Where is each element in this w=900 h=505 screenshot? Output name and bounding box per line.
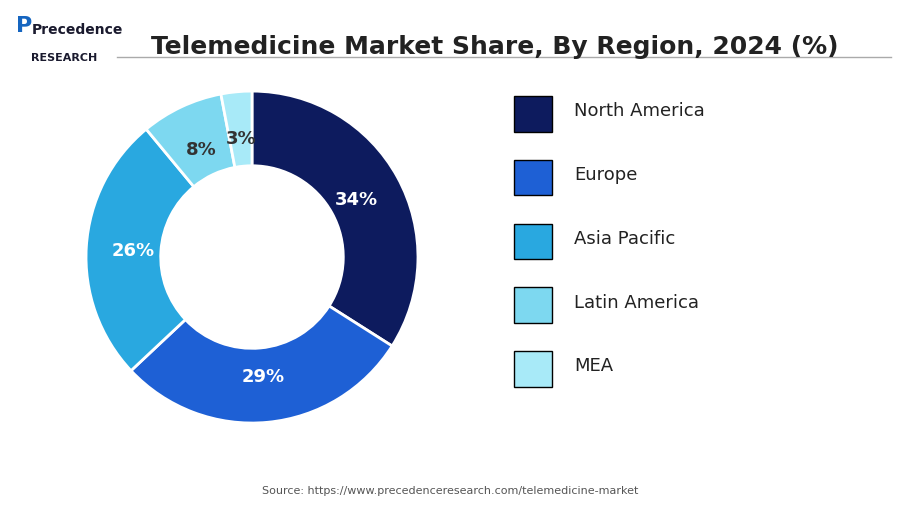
- Text: RESEARCH: RESEARCH: [32, 53, 98, 63]
- Wedge shape: [86, 130, 194, 371]
- Text: Source: https://www.precedenceresearch.com/telemedicine-market: Source: https://www.precedenceresearch.c…: [262, 485, 638, 495]
- Text: MEA: MEA: [574, 357, 614, 375]
- Circle shape: [161, 167, 343, 348]
- FancyBboxPatch shape: [514, 351, 552, 387]
- Text: Telemedicine Market Share, By Region, 2024 (%): Telemedicine Market Share, By Region, 20…: [151, 35, 839, 59]
- FancyBboxPatch shape: [514, 97, 552, 132]
- Wedge shape: [252, 92, 418, 346]
- Wedge shape: [220, 92, 252, 168]
- Text: 3%: 3%: [225, 130, 256, 148]
- Text: Asia Pacific: Asia Pacific: [574, 229, 676, 247]
- Text: Latin America: Latin America: [574, 293, 699, 311]
- Wedge shape: [146, 95, 235, 187]
- Text: Precedence: Precedence: [32, 23, 123, 37]
- FancyBboxPatch shape: [514, 161, 552, 196]
- Text: P: P: [16, 16, 32, 36]
- Text: North America: North America: [574, 102, 705, 120]
- Text: 29%: 29%: [242, 367, 284, 385]
- Text: 8%: 8%: [185, 141, 217, 159]
- FancyBboxPatch shape: [514, 224, 552, 260]
- FancyBboxPatch shape: [514, 288, 552, 323]
- Text: Europe: Europe: [574, 166, 638, 184]
- Wedge shape: [131, 307, 392, 423]
- Text: 26%: 26%: [112, 241, 154, 259]
- Text: 34%: 34%: [335, 191, 378, 209]
